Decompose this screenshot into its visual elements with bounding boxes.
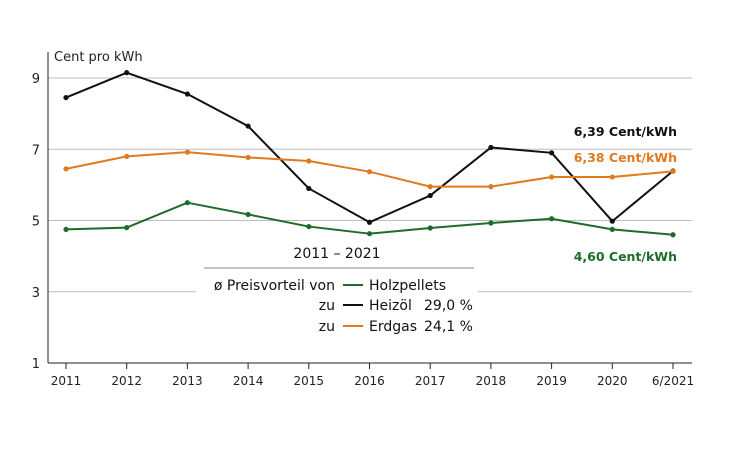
x-tick-label: 6/2021 (652, 374, 694, 388)
data-point-holzpellets (124, 225, 130, 231)
data-point-erdgas (488, 184, 494, 190)
end-value-label: 6,39 Cent/kWh (574, 124, 677, 139)
data-point-heizoel (609, 218, 615, 224)
series-line-heizoel (65, 71, 674, 224)
x-tick-label: 2017 (415, 374, 446, 388)
legend-row-name: Heizöl (369, 298, 412, 314)
data-point-heizoel (549, 150, 555, 156)
data-point-erdgas (549, 174, 555, 180)
legend: 2011 – 2021 ø Preisvorteil von Holzpellets… (196, 240, 478, 340)
data-point-holzpellets (488, 220, 494, 226)
x-tick-label: 2012 (111, 374, 142, 388)
data-point-holzpellets (670, 232, 676, 238)
end-value-label: 6,38 Cent/kWh (574, 150, 677, 165)
x-tick-label: 2011 (51, 374, 82, 388)
series-line-holzpellets (65, 201, 674, 236)
data-point-holzpellets (63, 226, 69, 233)
data-point-heizoel (184, 91, 190, 97)
legend-period: 2011 – 2021 (293, 246, 380, 262)
series-holzpellets (63, 200, 676, 238)
x-tick-label: 2015 (294, 374, 325, 388)
data-point-erdgas (184, 149, 190, 155)
data-point-heizoel (488, 144, 494, 151)
data-point-heizoel (245, 123, 251, 129)
x-tick-label: 2020 (597, 374, 628, 388)
y-tick-label: 1 (32, 357, 40, 372)
data-point-erdgas (63, 166, 69, 172)
data-point-erdgas (427, 184, 433, 190)
series-heizoel (63, 70, 676, 225)
data-point-holzpellets (609, 226, 615, 233)
legend-background (196, 240, 478, 340)
data-point-holzpellets (306, 223, 312, 230)
legend-row-name: Erdgas (369, 319, 417, 335)
legend-heading: ø Preisvorteil von (214, 278, 335, 294)
data-point-holzpellets (549, 216, 555, 222)
data-point-heizoel (63, 94, 69, 101)
data-point-erdgas (670, 168, 676, 174)
data-point-holzpellets (245, 211, 251, 218)
x-tick-label: 2016 (354, 374, 385, 388)
data-point-erdgas (306, 158, 312, 164)
legend-row-name: Holzpellets (369, 278, 446, 294)
data-point-heizoel (124, 70, 130, 76)
data-point-erdgas (124, 153, 130, 159)
data-point-erdgas (609, 174, 615, 180)
x-tick-label: 2014 (233, 374, 264, 388)
data-point-holzpellets (427, 225, 433, 231)
legend-row-prefix: zu (319, 298, 335, 314)
x-tick-label: 2013 (172, 374, 203, 388)
legend-row-prefix: zu (319, 319, 335, 335)
data-point-heizoel (366, 219, 373, 225)
y-tick-label: 7 (32, 143, 40, 158)
data-point-erdgas (366, 169, 373, 175)
data-point-holzpellets (366, 231, 373, 237)
end-value-label: 4,60 Cent/kWh (574, 249, 677, 264)
y-tick-label: 3 (32, 286, 40, 301)
x-tick-label: 2018 (476, 374, 507, 388)
series-erdgas (63, 149, 676, 190)
y-axis-label: Cent pro kWh (54, 50, 143, 65)
data-point-heizoel (306, 185, 312, 192)
data-point-erdgas (245, 154, 251, 161)
legend-row-value: 29,0 % (424, 298, 473, 314)
y-tick-label: 5 (32, 215, 40, 230)
data-point-holzpellets (184, 200, 190, 206)
x-tick-label: 2019 (536, 374, 567, 388)
y-tick-label: 9 (32, 72, 40, 87)
legend-row-value: 24,1 % (424, 319, 473, 335)
data-point-heizoel (427, 192, 433, 199)
